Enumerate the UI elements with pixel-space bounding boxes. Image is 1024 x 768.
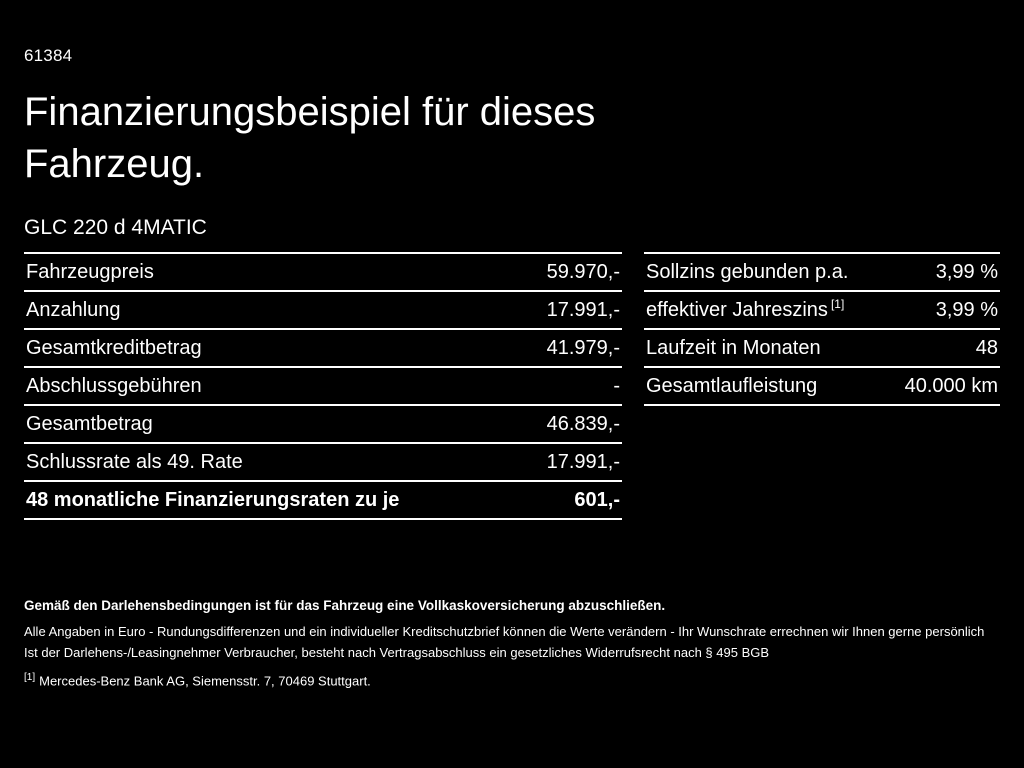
row-label: Sollzins gebunden p.a.	[646, 261, 849, 283]
table-row-monthly-rate: 48 monatliche Finanzierungsraten zu je 6…	[24, 480, 622, 518]
row-label: Fahrzeugpreis	[26, 261, 154, 283]
bank-footnote: [1] Mercedes-Benz Bank AG, Siemensstr. 7,…	[24, 670, 1000, 689]
table-row: effektiver Jahreszins [1] 3,99 %	[644, 290, 1000, 328]
row-value: 17.991,-	[546, 299, 620, 321]
financing-tables: Fahrzeugpreis 59.970,- Anzahlung 17.991,…	[24, 252, 1000, 520]
row-value: 46.839,-	[546, 413, 620, 435]
page-title: Finanzierungsbeispiel für dieses Fahrzeu…	[24, 90, 596, 186]
withdrawal-note: Ist der Darlehens-/Leasingnehmer Verbrau…	[24, 645, 770, 660]
table-row: Sollzins gebunden p.a. 3,99 %	[644, 252, 1000, 290]
row-value: 601,-	[574, 489, 620, 511]
row-value: 17.991,-	[546, 451, 620, 473]
table-row: Laufzeit in Monaten 48	[644, 328, 1000, 366]
rounding-note: Alle Angaben in Euro - Rundungsdifferenz…	[24, 624, 985, 639]
row-value: 41.979,-	[546, 337, 620, 359]
row-label: Abschlussgebühren	[26, 375, 202, 397]
table-row: Fahrzeugpreis 59.970,-	[24, 252, 622, 290]
row-label: Laufzeit in Monaten	[646, 337, 821, 359]
insurance-note: Gemäß den Darlehensbedingungen ist für d…	[24, 598, 666, 613]
row-value: 3,99 %	[935, 261, 998, 283]
row-label: Gesamtlaufleistung	[646, 375, 818, 397]
table-row: Gesamtbetrag 46.839,-	[24, 404, 622, 442]
row-value: -	[613, 375, 620, 397]
table-row: Gesamtkreditbetrag 41.979,-	[24, 328, 622, 366]
row-value: 48	[975, 337, 998, 359]
financing-table-right: Sollzins gebunden p.a. 3,99 % effektiver…	[644, 252, 1000, 406]
row-value: 40.000 km	[904, 375, 998, 397]
table-row: Anzahlung 17.991,-	[24, 290, 622, 328]
row-label: Gesamtbetrag	[26, 413, 153, 435]
table-row: Gesamtlaufleistung 40.000 km	[644, 366, 1000, 404]
row-label-text: effektiver Jahreszins	[646, 299, 828, 321]
row-value: 3,99 %	[935, 299, 998, 321]
footnote-reference: [1]	[830, 297, 845, 312]
vehicle-model: GLC 220 d 4MATIC	[24, 216, 207, 239]
row-label: Anzahlung	[26, 299, 121, 321]
row-label: effektiver Jahreszins [1]	[646, 297, 845, 322]
table-row: Abschlussgebühren -	[24, 366, 622, 404]
row-value: 59.970,-	[546, 261, 620, 283]
table-row: Schlussrate als 49. Rate 17.991,-	[24, 442, 622, 480]
footnote-marker: [1]	[24, 672, 36, 683]
row-label: 48 monatliche Finanzierungsraten zu je	[26, 489, 400, 511]
legal-footer: Gemäß den Darlehensbedingungen ist für d…	[24, 598, 1000, 689]
row-label: Schlussrate als 49. Rate	[26, 451, 243, 473]
financing-table-left: Fahrzeugpreis 59.970,- Anzahlung 17.991,…	[24, 252, 622, 520]
row-label: Gesamtkreditbetrag	[26, 337, 202, 359]
footnote-text: Mercedes-Benz Bank AG, Siemensstr. 7, 70…	[39, 673, 371, 689]
offer-number: 61384	[24, 46, 73, 65]
